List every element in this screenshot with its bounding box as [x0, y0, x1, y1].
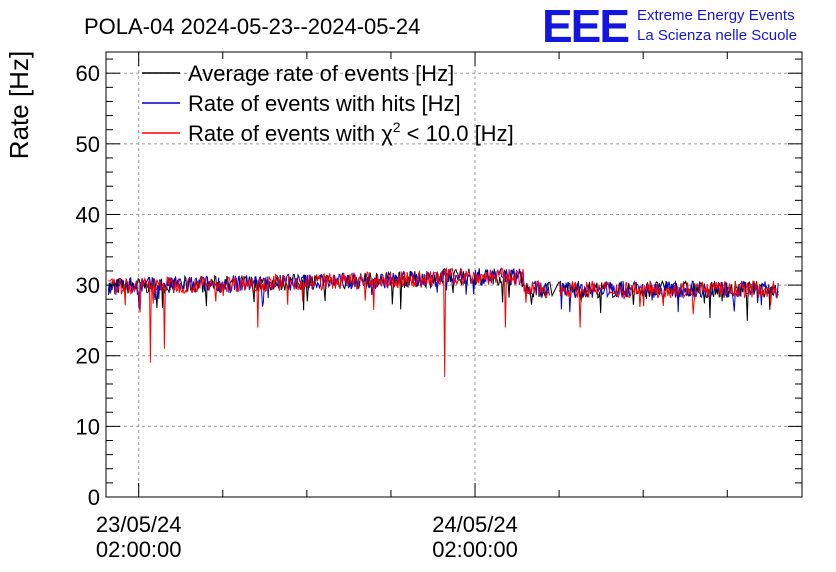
y-tick-label: 10 — [76, 414, 100, 439]
plot-frame — [105, 51, 803, 498]
x-tick-label-date: 24/05/24 — [432, 512, 518, 537]
plot-area — [107, 267, 779, 377]
chart-title: POLA-04 2024-05-23--2024-05-24 — [84, 14, 420, 39]
y-tick-label: 50 — [76, 132, 100, 157]
eee-logo: EEE Extreme Energy Events La Scienza nel… — [542, 0, 797, 52]
y-axis-label: Rate [Hz] — [4, 51, 34, 159]
y-tick-label: 30 — [76, 273, 100, 298]
x-tick-label-time: 02:00:00 — [432, 537, 518, 562]
y-tick-label: 40 — [76, 202, 100, 227]
legend-label-1: Rate of events with hits [Hz] — [188, 91, 461, 116]
legend: Average rate of events [Hz] Rate of event… — [142, 61, 514, 146]
axes: 010203040506023/05/2402:00:0024/05/2402:… — [76, 51, 803, 562]
x-tick-label-time: 02:00:00 — [96, 537, 182, 562]
logo-line2: La Scienza nelle Scuole — [637, 27, 797, 44]
y-tick-label: 20 — [76, 344, 100, 369]
legend-label-0: Average rate of events [Hz] — [188, 61, 454, 86]
x-tick-label-date: 23/05/24 — [96, 512, 182, 537]
logo-line1: Extreme Energy Events — [637, 7, 795, 24]
legend-label-2: Rate of events with χ2 < 10.0 [Hz] — [188, 119, 514, 146]
y-tick-label: 60 — [76, 61, 100, 86]
gap-connector — [549, 281, 560, 298]
y-tick-label: 0 — [88, 485, 100, 510]
logo-mark: EEE — [542, 0, 628, 52]
series-line-1 — [107, 267, 779, 313]
series-line-2 — [108, 267, 779, 377]
